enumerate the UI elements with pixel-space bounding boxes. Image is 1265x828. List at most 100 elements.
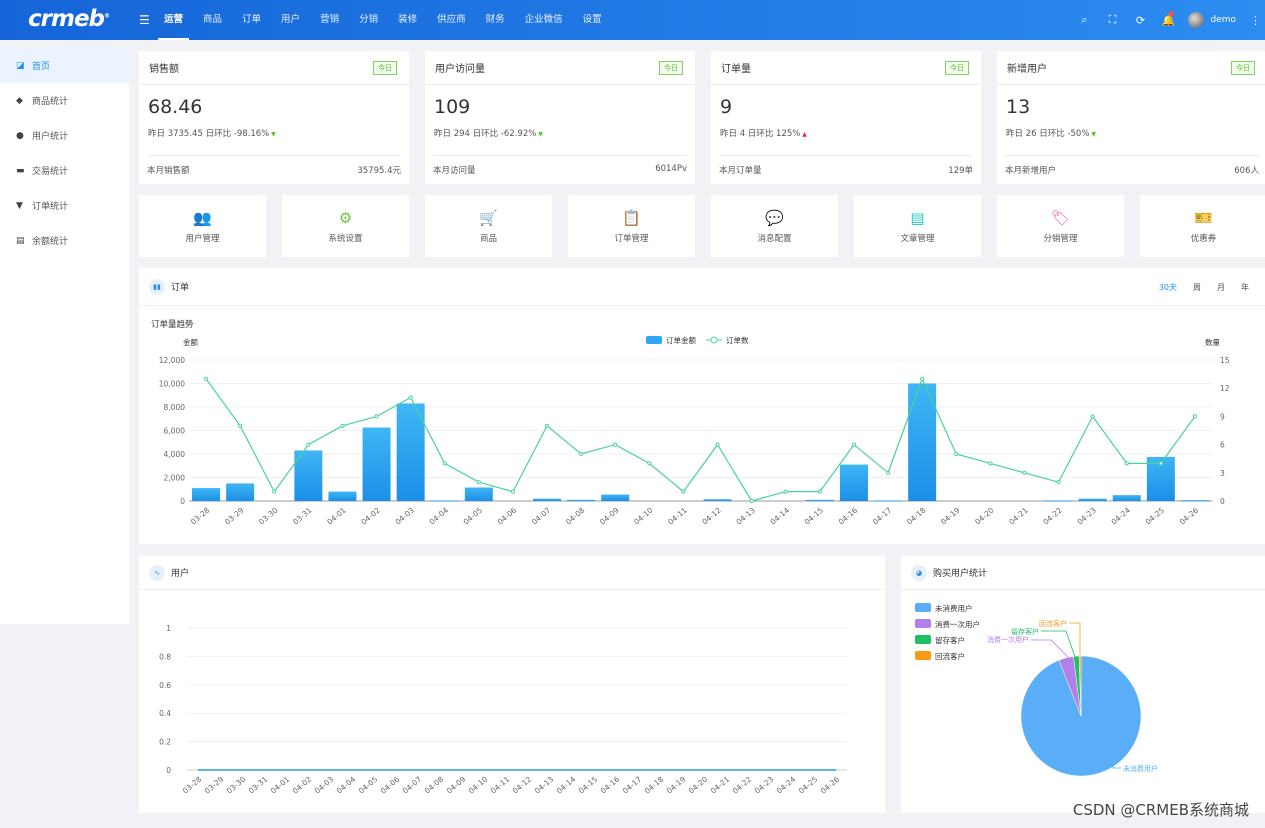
dashboard-icon: ◪ [16,60,25,71]
nav-item-8[interactable]: 财务 [485,14,505,25]
quick-entry-icon: 💬 [765,209,784,227]
buyer-panel-title: 购买用户统计 [933,569,988,579]
nav-item-0[interactable]: 运营 [154,0,193,40]
range-option-0[interactable]: 30天 [1158,283,1177,292]
sidebar-item-3[interactable]: ▬ 交易统计 [0,153,129,188]
quick-entry-7[interactable]: 🎫 优惠券 [1140,195,1265,257]
avatar[interactable] [1188,12,1205,28]
y-tick-left: 8,000 [164,403,186,412]
y-tick-left: 0 [180,497,185,506]
range-option-3[interactable]: 年 [1241,283,1249,292]
x-tick-label: 03-29 [223,505,246,526]
order-amount-bar [874,500,903,502]
sidebar-item-label: 用户统计 [32,132,69,142]
sidebar-item-2[interactable]: ● 用户统计 [0,118,129,153]
stat-card-header: 新增用户 今日 [997,51,1265,85]
quick-entry-icon: ⚙ [338,209,353,227]
order-amount-bar [362,427,391,501]
x-tick-label: 03-31 [291,505,314,526]
x-tick-label: 04-23 [753,774,776,795]
y-tick-right: 12 [1220,384,1230,393]
range-option-1[interactable]: 周 [1193,283,1201,292]
x-tick-label: 04-05 [357,774,380,795]
day-ratio: 日环比 -62.92% [472,129,537,139]
user-icon: ● [16,130,24,141]
pie-label-line [1041,630,1076,658]
x-tick-label: 04-13 [533,774,556,795]
quick-entry-label: 订单管理 [614,234,649,244]
y-tick-left: 2,000 [164,474,186,483]
order-amount-bar [567,499,596,501]
order-amount-bar [805,499,834,501]
sidebar-item-5[interactable]: ▤ 余额统计 [0,223,129,258]
y-tick-right: 6 [1220,441,1225,450]
order-count-point [544,423,550,428]
x-tick-label: 04-20 [687,774,710,795]
legend-line-label: 订单数 [726,335,749,345]
stat-card-0: 销售额 今日 68.46 昨日 3735.45 日环比 -98.16% ▼ 本月销售额 3… [139,51,409,184]
x-tick-label: 04-21 [709,774,732,795]
nav-item-7[interactable]: 供应商 [437,14,466,25]
y-tick: 0.2 [159,738,171,747]
user-name[interactable]: demo [1210,15,1236,25]
stat-footer: 本月销售额 35795.4元 [147,155,401,176]
quick-entry-3[interactable]: 📋 订单管理 [568,195,695,257]
x-tick-label: 04-15 [803,505,826,526]
stat-compare: 昨日 3735.45 日环比 -98.16% ▼ [139,125,409,145]
nav-item-6[interactable]: 装修 [398,14,418,25]
nav-item-3[interactable]: 用户 [281,14,301,25]
y-tick: 0 [166,766,171,775]
order-count-point [1158,461,1163,466]
x-tick-label: 04-26 [1178,505,1201,526]
more-icon[interactable]: ⋮ [1250,13,1261,27]
nav-item-5[interactable]: 分销 [359,14,379,25]
buyer-panel-header: ◕ 购买用户统计 [901,556,1265,590]
logo[interactable]: crmeb® [28,6,110,32]
legend-label: 留存客户 [935,635,965,645]
order-amount-bar [192,488,221,501]
x-tick-label: 04-10 [467,774,490,795]
order-count-point [1022,470,1027,475]
order-amount-bar [294,450,323,501]
nav-item-10[interactable]: 设置 [582,14,602,25]
quick-entry-6[interactable]: 🏷 分销管理 [997,195,1124,257]
order-count-point [340,423,345,428]
nav-item-2[interactable]: 订单 [242,14,262,25]
y-tick-left: 4,000 [164,450,186,459]
watermark: CSDN @CRMEB系统商城 [1072,801,1249,819]
bell-icon[interactable]: 🔔 [1154,10,1182,27]
order-amount-bar [533,498,562,501]
sidebar-item-1[interactable]: ◆ 商品统计 [0,83,129,118]
quick-entry-1[interactable]: ⚙ 系统设置 [282,195,409,257]
order-count-point [306,442,311,447]
legend-swatch [915,603,931,612]
nav-item-1[interactable]: 商品 [203,14,223,25]
quick-entry-0[interactable]: 👥 用户管理 [139,195,266,257]
x-tick-label: 03-28 [181,774,204,795]
range-option-2[interactable]: 月 [1217,283,1225,292]
stat-card-3: 新增用户 今日 13 昨日 26 日环比 -50% ▼ 本月新增用户 606人 [997,51,1265,184]
sidebar-item-4[interactable]: ▼ 订单统计 [0,188,129,223]
menu-toggle-icon[interactable]: ☰ [139,13,150,27]
user-panel-title: 用户 [171,569,190,579]
quick-entry-icon: 🎫 [1194,209,1213,227]
quick-entry-2[interactable]: 🛒 商品 [425,195,552,257]
legend-line-marker [710,336,718,344]
y-tick-left: 12,000 [159,356,185,365]
order-panel-header: ▮▮ 订单 [139,268,1265,306]
nav-item-4[interactable]: 营销 [320,14,340,25]
order-amount-bar [1044,500,1073,502]
x-tick-label: 03-31 [247,774,270,795]
quick-entry-4[interactable]: 💬 消息配置 [711,195,838,257]
quick-entry-5[interactable]: ▤ 文章管理 [854,195,981,257]
x-tick-label: 04-04 [335,774,358,795]
fullscreen-icon[interactable]: ⛶ [1108,13,1117,26]
order-count-point [476,480,481,485]
nav-item-9[interactable]: 企业微信 [524,14,563,25]
sidebar-item-0[interactable]: ◪ 首页 [0,48,129,83]
refresh-icon[interactable]: ⟳ [1135,13,1146,27]
search-icon[interactable]: ⌕ [1081,13,1088,26]
pie-label: 回流客户 [1039,619,1067,628]
y-tick-right: 3 [1220,469,1225,478]
